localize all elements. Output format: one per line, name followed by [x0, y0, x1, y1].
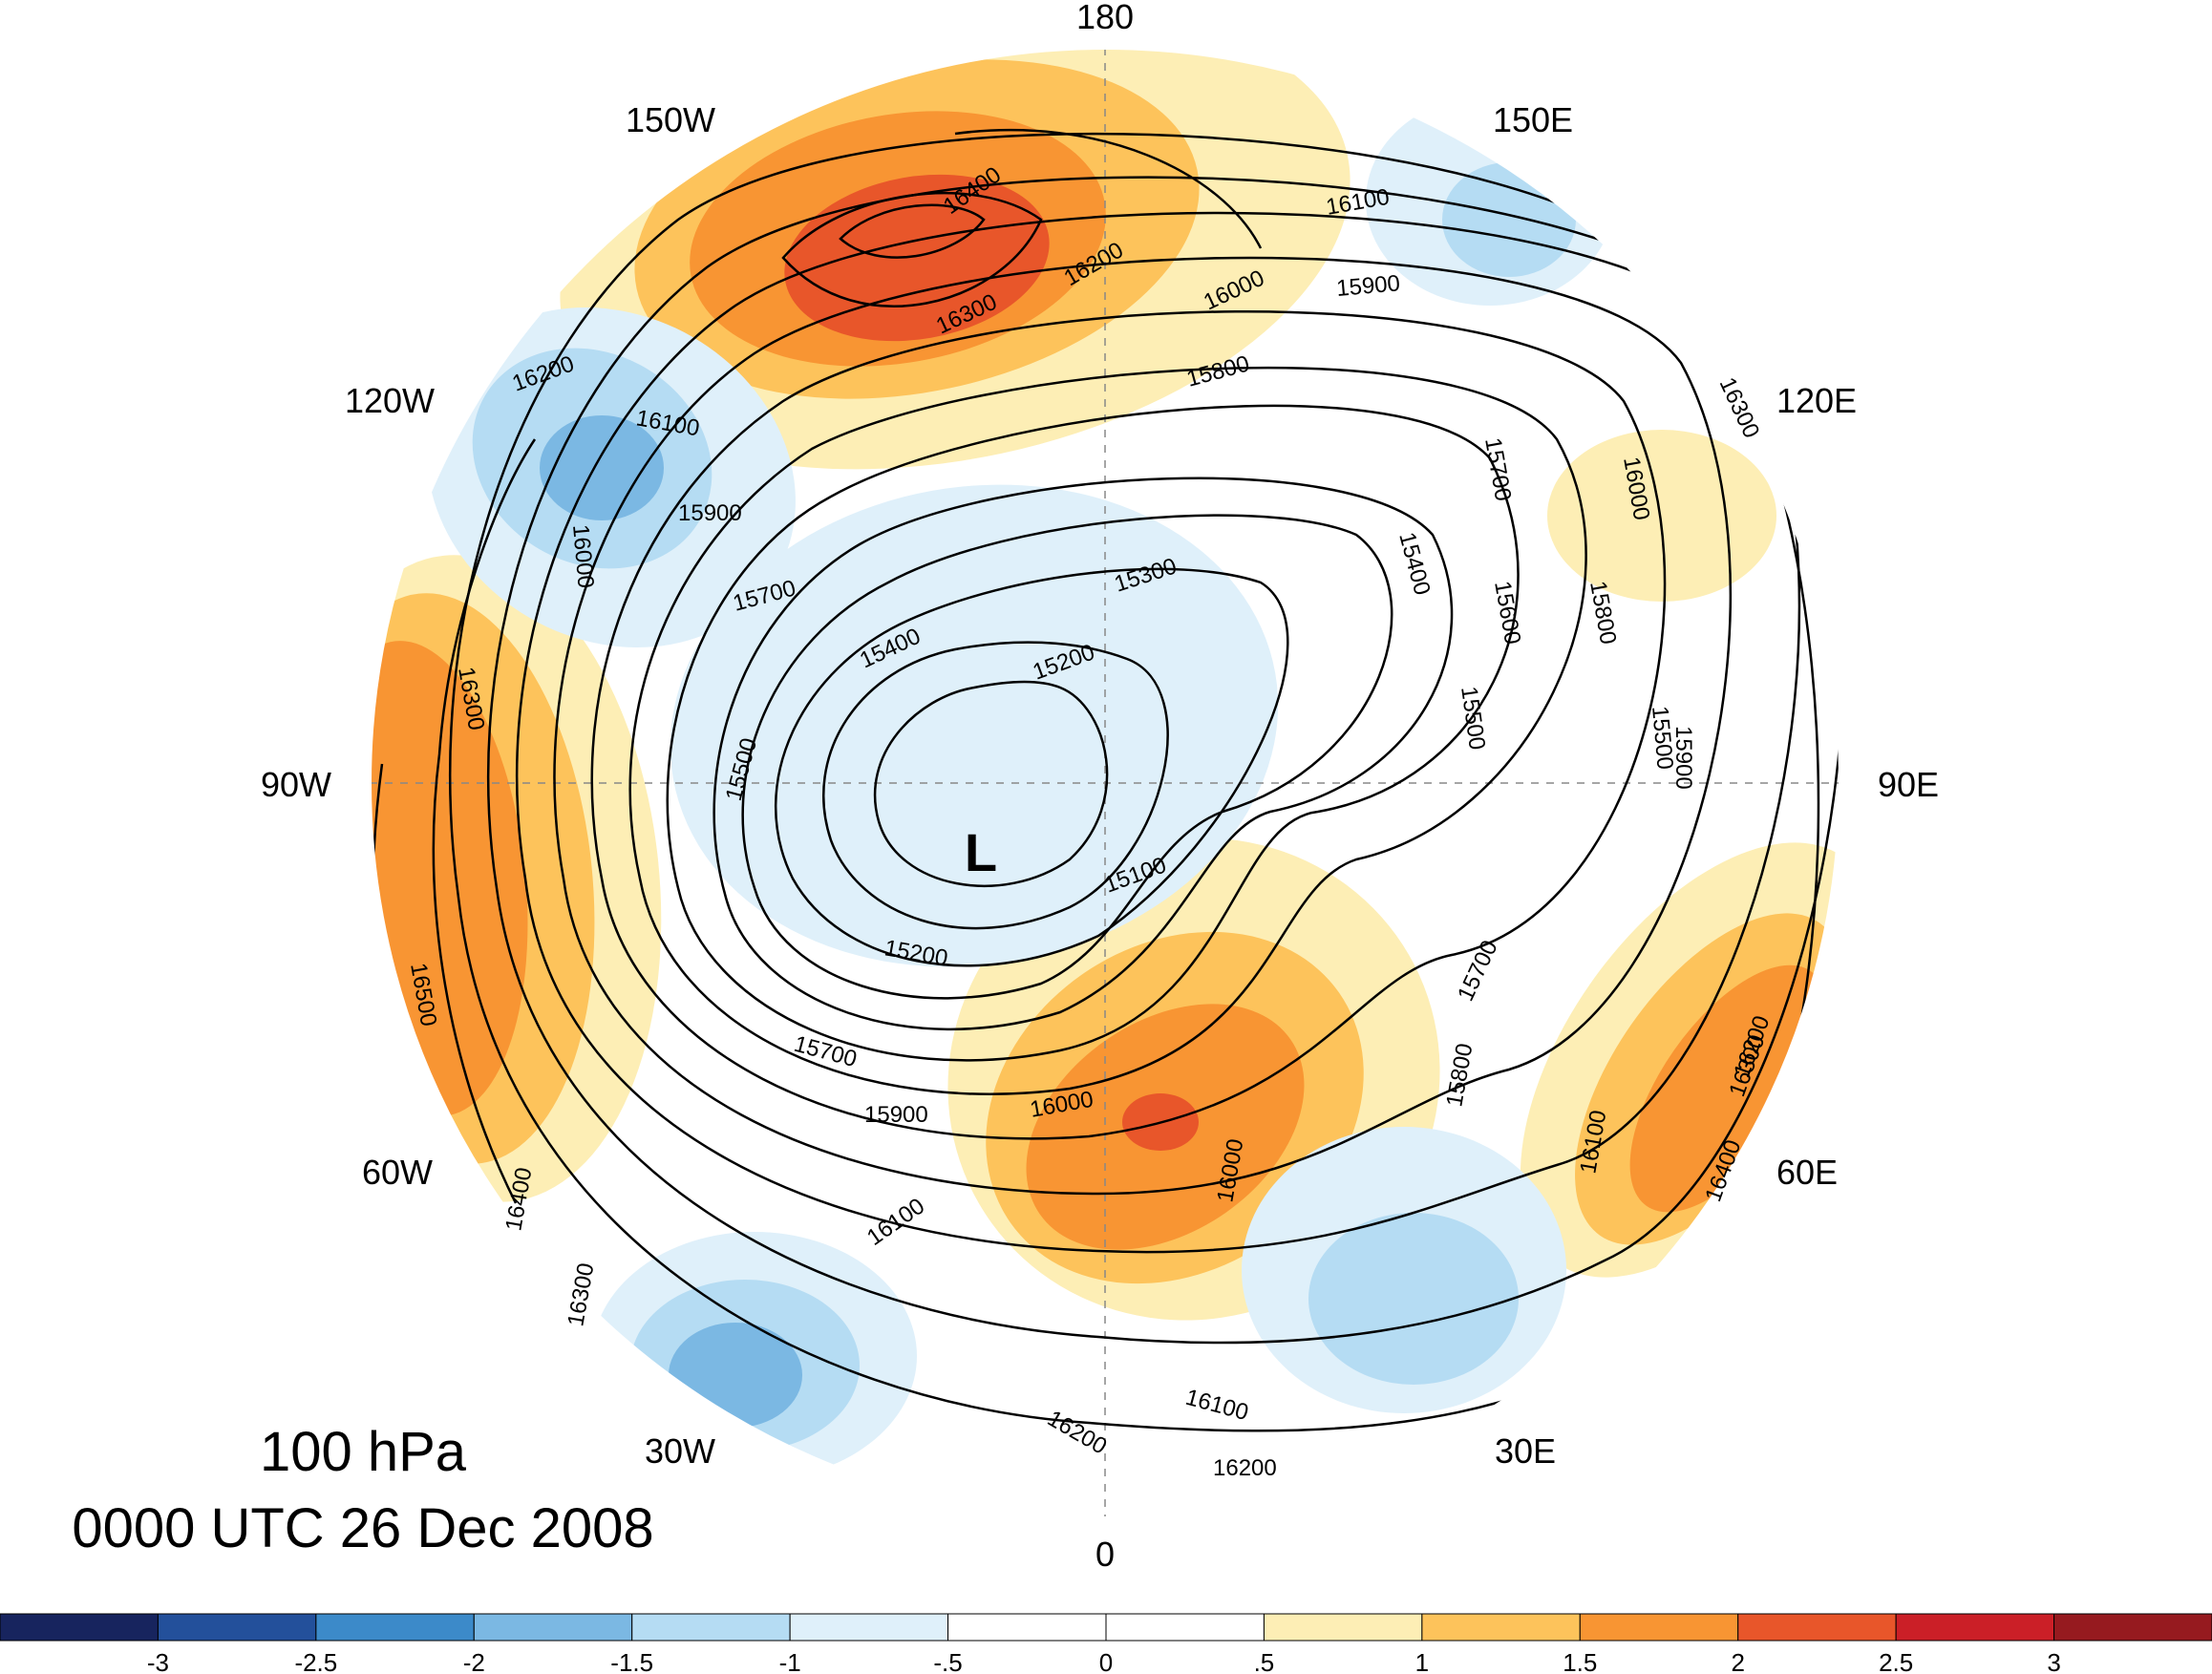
low-pressure-marker: L — [965, 822, 997, 882]
colorbar-tick-label: .5 — [1254, 1648, 1275, 1674]
warm-anomaly-east-asia — [1547, 430, 1776, 602]
colorbar-tick-label: 0 — [1099, 1648, 1113, 1674]
colorbar-tick-label: 3 — [2047, 1648, 2060, 1674]
contour-15800 — [628, 366, 1587, 1095]
colorbar-swatch — [1263, 1613, 1423, 1642]
contour-16100 — [515, 211, 1801, 1254]
lon-label-60w: 60W — [362, 1153, 433, 1192]
lon-label-90w: 90W — [261, 765, 331, 804]
contour-15900 — [590, 310, 1667, 1140]
contour-pacific-high-16400 — [839, 203, 986, 259]
colorbar: -3 -2.5 -2 -1.5 -1 -.5 0 .5 1 1.5 2 2.5 3 — [0, 1613, 2212, 1674]
cold-anomaly-siberia-mid — [1442, 162, 1576, 277]
colorbar-tick-label: -.5 — [933, 1648, 962, 1674]
contour-label: 16000 — [567, 523, 599, 589]
cold-anomaly-russia-mid — [1308, 1213, 1519, 1385]
lon-label-30w: 30W — [645, 1431, 715, 1471]
lon-label-120w: 120W — [345, 381, 435, 420]
lon-label-0: 0 — [1095, 1535, 1115, 1574]
contour-label: 15900 — [1335, 270, 1401, 302]
contour-label: 15900 — [864, 1102, 928, 1128]
colorbar-swatch — [2053, 1613, 2212, 1642]
colorbar-swatch — [473, 1613, 633, 1642]
lon-label-90e: 90E — [1878, 765, 1939, 804]
contour-15200 — [822, 641, 1169, 930]
colorbar-swatch — [157, 1613, 317, 1642]
lon-label-60e: 60E — [1776, 1153, 1838, 1192]
colorbar-swatch — [1579, 1613, 1739, 1642]
colorbar-swatch — [1421, 1613, 1581, 1642]
contour-15700 — [666, 404, 1520, 1062]
map-border — [368, 46, 1842, 1520]
colorbar-tick-label: 2 — [1731, 1648, 1744, 1674]
colorbar-swatch — [789, 1613, 949, 1642]
colorbar-tick-label: 1 — [1415, 1648, 1429, 1674]
lon-label-180: 180 — [1076, 0, 1134, 36]
colorbar-tick-label: -1.5 — [610, 1648, 653, 1674]
colorbar-tick-label: -2 — [463, 1648, 485, 1674]
lon-label-150e: 150E — [1493, 100, 1573, 139]
contour-15300 — [774, 567, 1289, 967]
contour-16200 — [486, 176, 1840, 1345]
colorbar-swatch — [1737, 1613, 1897, 1642]
datetime-title: 0000 UTC 26 Dec 2008 — [72, 1497, 653, 1559]
graticule — [370, 48, 1840, 1518]
cold-anomaly-canada-inner — [540, 415, 664, 520]
contour-15500 — [713, 477, 1454, 1030]
colorbar-swatch — [315, 1613, 475, 1642]
lon-label-120e: 120E — [1776, 381, 1857, 420]
colorbar-tick-label: 1.5 — [1563, 1648, 1597, 1674]
colorbar-swatch — [0, 1613, 159, 1642]
colorbar-tick-label: -2.5 — [294, 1648, 337, 1674]
colorbar-swatch — [631, 1613, 791, 1642]
pressure-level-title: 100 hPa — [260, 1421, 467, 1483]
contour-label: 15900 — [1670, 726, 1696, 790]
contour-label: 16200 — [1213, 1455, 1277, 1481]
colorbar-tick-label: -3 — [147, 1648, 169, 1674]
colorbar-swatch — [947, 1613, 1107, 1642]
contour-label: 15900 — [678, 500, 742, 526]
cold-anomaly-atlantic-inner — [669, 1323, 802, 1428]
colorbar-swatch — [1895, 1613, 2055, 1642]
longitude-labels: 180 150E 120E 90E 60E 30E 0 30W 60W 90W … — [261, 0, 1939, 1574]
warm-anomaly-america-inner — [370, 641, 528, 1116]
colorbar-tick-label: -1 — [779, 1648, 801, 1674]
lon-label-150w: 150W — [626, 100, 715, 139]
cold-anomaly-vortex — [670, 484, 1279, 967]
contour-15400 — [741, 514, 1393, 1000]
contour-pacific-high-16300 — [781, 191, 1043, 307]
contour-16400 — [432, 128, 1263, 1204]
colorbar-tick-label: 2.5 — [1879, 1648, 1913, 1674]
colorbar-swatch — [1105, 1613, 1265, 1642]
lon-label-30e: 30E — [1495, 1431, 1556, 1471]
contour-label: 15500 — [1647, 705, 1678, 771]
contour-15100 — [873, 680, 1109, 887]
